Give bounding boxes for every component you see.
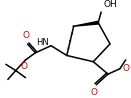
Polygon shape bbox=[74, 21, 99, 26]
Text: OH: OH bbox=[103, 0, 117, 9]
Text: O: O bbox=[123, 64, 130, 73]
Text: O: O bbox=[91, 88, 98, 97]
Text: O: O bbox=[20, 62, 27, 71]
Text: HN: HN bbox=[36, 38, 49, 47]
Text: O: O bbox=[22, 31, 29, 40]
